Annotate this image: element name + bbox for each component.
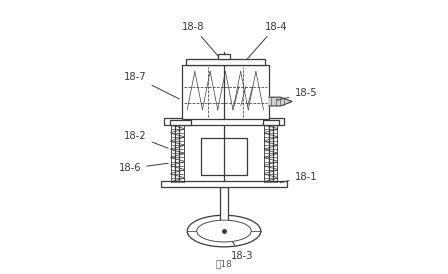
Text: 18-4: 18-4 [247,22,287,59]
Text: 图18: 图18 [215,259,233,268]
Text: 18-3: 18-3 [230,242,253,261]
Text: 18-7: 18-7 [124,72,179,99]
Bar [182,65,269,119]
Bar [218,55,230,59]
Bar [164,118,284,125]
Bar [220,187,228,226]
Text: 18-8: 18-8 [181,22,219,57]
Bar [170,120,191,125]
Text: 18-5: 18-5 [277,89,317,100]
Bar [269,125,273,182]
Bar [176,125,179,182]
Polygon shape [269,97,292,106]
Text: 18-1: 18-1 [280,172,317,183]
Bar [263,120,279,125]
Ellipse shape [197,220,251,242]
Text: 18-2: 18-2 [124,131,168,148]
Bar [161,181,287,187]
Bar [201,138,247,175]
Bar [186,59,265,65]
Text: 18-6: 18-6 [119,163,168,173]
Ellipse shape [187,215,261,247]
